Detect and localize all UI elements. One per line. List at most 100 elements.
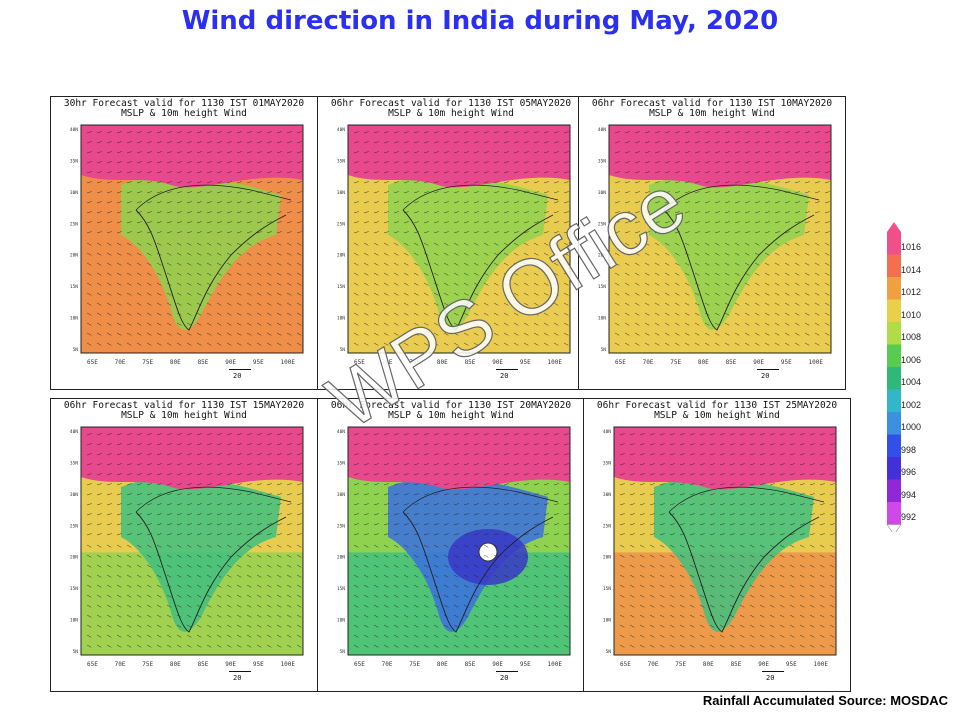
latitude-tick-label: 20N [603, 555, 611, 561]
reference-vector-label: 20 [233, 372, 242, 380]
panel-forecast-title: 06hr Forecast valid for 1130 IST 20MAY20… [330, 400, 572, 411]
longitude-tick-label: 100E [547, 359, 562, 366]
latitude-tick-label: 15N [337, 586, 345, 592]
panel-variable-title: MSLP & 10m height Wind [121, 108, 247, 119]
mslp-wind-map: 40N 35N 30N 25N 20N 15N 10N 5N [70, 124, 304, 354]
latitude-tick-label: 20N [70, 555, 78, 561]
panel-variable-title: MSLP & 10m height Wind [388, 108, 514, 119]
longitude-tick-label: 75E [142, 661, 154, 668]
panel-header: 06hr Forecast valid for 1130 IST 10MAY20… [579, 97, 845, 121]
reference-vector-label: 20 [766, 674, 775, 682]
latitude-tick-label: 5N [73, 347, 79, 353]
longitude-tick-label: 85E [730, 661, 742, 668]
longitude-tick-label: 70E [114, 661, 126, 668]
longitude-ticks: 65E 70E 75E 80E 85E 90E 95E 100E [354, 359, 562, 366]
panel-forecast-title: 30hr Forecast valid for 1130 IST 01MAY20… [63, 98, 305, 109]
colorbar-segment [887, 299, 901, 322]
panel-forecast-title: 06hr Forecast valid for 1130 IST 15MAY20… [63, 400, 305, 411]
longitude-tick-label: 65E [87, 359, 98, 366]
latitude-tick-label: 35N [70, 158, 78, 164]
longitude-tick-label: 65E [87, 661, 98, 668]
reference-vector-arrow [229, 369, 251, 370]
latitude-tick-label: 40N [337, 127, 345, 133]
pressure-colorbar [886, 222, 902, 537]
latitude-tick-label: 15N [70, 284, 78, 290]
longitude-tick-label: 95E [785, 661, 797, 668]
latitude-tick-label: 5N [73, 649, 79, 655]
longitude-tick-label: 90E [753, 359, 765, 366]
latitude-tick-label: 10N [598, 316, 606, 322]
latitude-tick-label: 5N [606, 649, 612, 655]
longitude-tick-label: 90E [758, 661, 770, 668]
panel-variable-title: MSLP & 10m height Wind [388, 410, 514, 421]
colorbar-tick-label: 1010 [901, 309, 922, 320]
panel-footer: 65E 70E 75E 80E 85E 90E 95E 100E 20 [51, 359, 317, 389]
latitude-tick-label: 30N [603, 492, 611, 498]
panel-variable-title: MSLP & 10m height Wind [121, 410, 247, 421]
longitude-tick-label: 85E [197, 359, 209, 366]
longitude-tick-label: 80E [702, 661, 714, 668]
panel-header: 06hr Forecast valid for 1130 IST 15MAY20… [51, 399, 317, 423]
longitude-tick-label: 95E [252, 661, 264, 668]
colorbar-tick-label: 1016 [901, 242, 922, 252]
latitude-tick-label: 35N [603, 460, 611, 466]
longitude-tick-label: 75E [409, 359, 421, 366]
colorbar-segment [887, 502, 901, 525]
latitude-tick-label: 5N [340, 347, 346, 353]
mslp-wind-map: 40N 35N 30N 25N 20N 15N 10N 5N [603, 426, 837, 656]
latitude-tick-label: 30N [598, 190, 606, 196]
reference-vector-arrow [229, 671, 251, 672]
longitude-tick-label: 95E [519, 359, 531, 366]
longitude-tick-label: 80E [436, 661, 448, 668]
mslp-wind-map: 40N 35N 30N 25N 20N 15N 10N 5N [70, 426, 304, 656]
latitude-tick-label: 25N [598, 221, 606, 227]
latitude-tick-label: 40N [70, 127, 78, 133]
latitude-tick-label: 25N [337, 523, 345, 529]
latitude-tick-label: 25N [70, 523, 78, 529]
colorbar-segment [887, 322, 901, 345]
forecast-panel: 30hr Forecast valid for 1130 IST 01MAY20… [50, 96, 318, 390]
colorbar-segment [887, 344, 901, 367]
longitude-tick-label: 100E [280, 359, 295, 366]
panel-footer: 65E 70E 75E 80E 85E 90E 95E 100E 20 [584, 661, 850, 691]
forecast-panel: 06hr Forecast valid for 1130 IST 05MAY20… [317, 96, 585, 390]
colorbar-segment [887, 434, 901, 457]
latitude-tick-label: 10N [337, 618, 345, 624]
colorbar-segment [887, 232, 901, 255]
longitude-tick-label: 65E [615, 359, 626, 366]
latitude-tick-label: 30N [70, 190, 78, 196]
latitude-tick-label: 20N [337, 253, 345, 259]
latitude-tick-label: 10N [70, 316, 78, 322]
longitude-tick-label: 80E [436, 359, 448, 366]
forecast-panel: 06hr Forecast valid for 1130 IST 15MAY20… [50, 398, 318, 692]
latitude-tick-label: 20N [598, 253, 606, 259]
mslp-wind-map: 40N 35N 30N 25N 20N 15N 10N 5N [337, 124, 571, 354]
forecast-panel: 06hr Forecast valid for 1130 IST 10MAY20… [578, 96, 846, 390]
longitude-tick-label: 75E [675, 661, 687, 668]
latitude-tick-label: 20N [70, 253, 78, 259]
longitude-tick-label: 80E [169, 661, 181, 668]
latitude-tick-label: 35N [70, 460, 78, 466]
longitude-tick-label: 95E [780, 359, 792, 366]
colorbar-tick-label: 1008 [901, 332, 922, 342]
latitude-tick-label: 35N [598, 158, 606, 164]
colorbar-tick-label: 1002 [901, 399, 922, 410]
longitude-tick-label: 75E [409, 661, 421, 668]
reference-vector-arrow [757, 369, 779, 370]
colorbar-segment [887, 254, 901, 277]
mslp-wind-map: 40N 35N 30N 25N 20N 15N 10N 5N [337, 426, 571, 656]
page-title: Wind direction in India during May, 2020 [181, 6, 779, 36]
colorbar-segment [887, 389, 901, 412]
panel-variable-title: MSLP & 10m height Wind [649, 108, 775, 119]
colorbar-tick-label: 992 [901, 512, 917, 522]
panel-footer: 65E 70E 75E 80E 85E 90E 95E 100E 20 [318, 661, 584, 691]
latitude-tick-label: 40N [598, 127, 606, 133]
colorbar-segment [887, 277, 901, 300]
latitude-tick-label: 40N [337, 429, 345, 435]
longitude-ticks: 65E 70E 75E 80E 85E 90E 95E 100E [620, 661, 828, 668]
panel-footer: 65E 70E 75E 80E 85E 90E 95E 100E 20 [318, 359, 584, 389]
longitude-ticks: 65E 70E 75E 80E 85E 90E 95E 100E [615, 359, 823, 366]
longitude-tick-label: 75E [142, 359, 154, 366]
colorbar-segment [887, 412, 901, 435]
panel-footer: 65E 70E 75E 80E 85E 90E 95E 100E 20 [51, 661, 317, 691]
